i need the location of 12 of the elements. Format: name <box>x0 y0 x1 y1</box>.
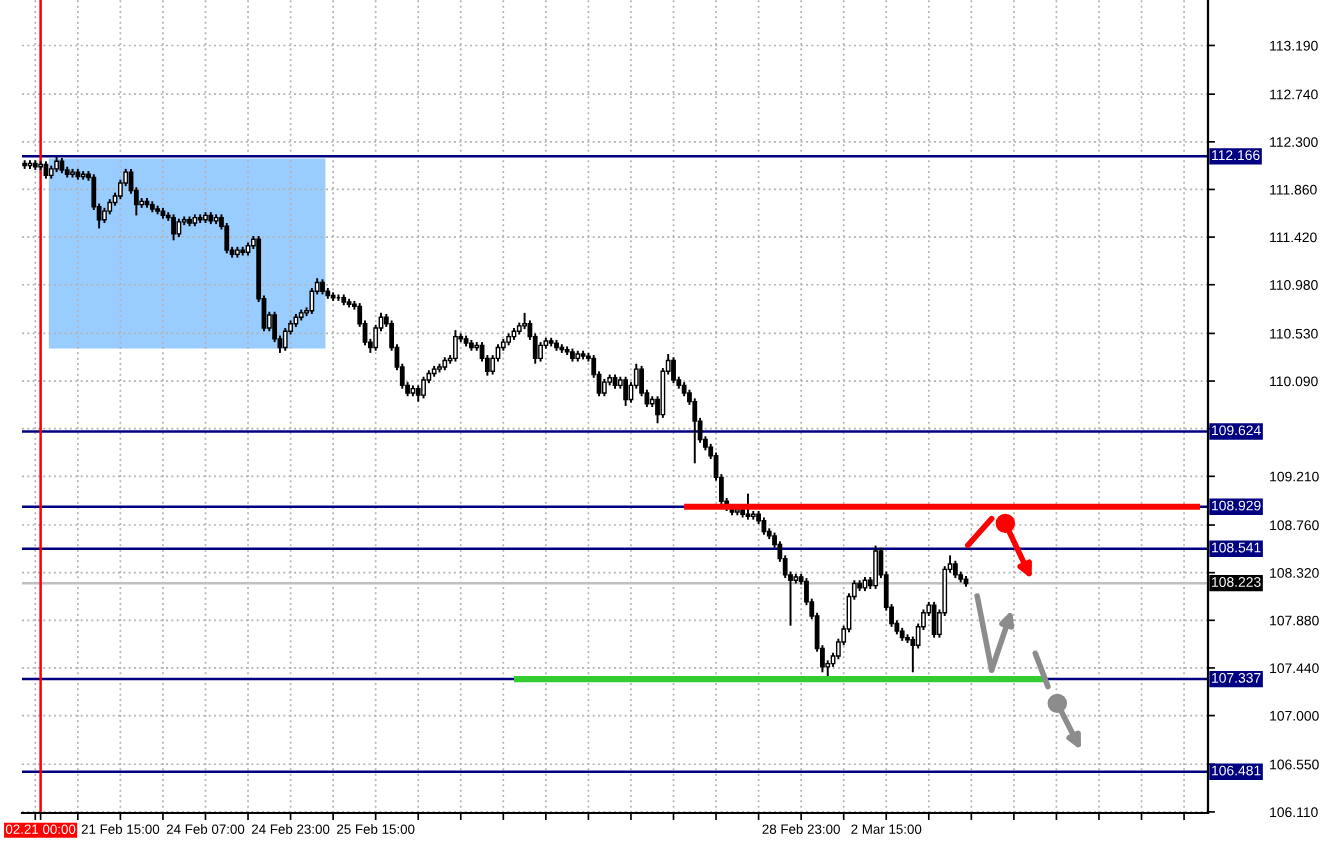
candlestick <box>282 327 288 352</box>
candlestick <box>538 341 543 363</box>
candlestick <box>692 397 698 465</box>
candlestick <box>453 329 458 363</box>
candlestick <box>309 286 315 315</box>
candlestick <box>176 217 182 239</box>
candlestick <box>171 213 176 242</box>
candlestick <box>873 544 878 590</box>
candlestick <box>623 375 629 407</box>
candlestick <box>671 356 676 385</box>
candlestick <box>224 222 230 255</box>
candlestick <box>421 375 426 400</box>
